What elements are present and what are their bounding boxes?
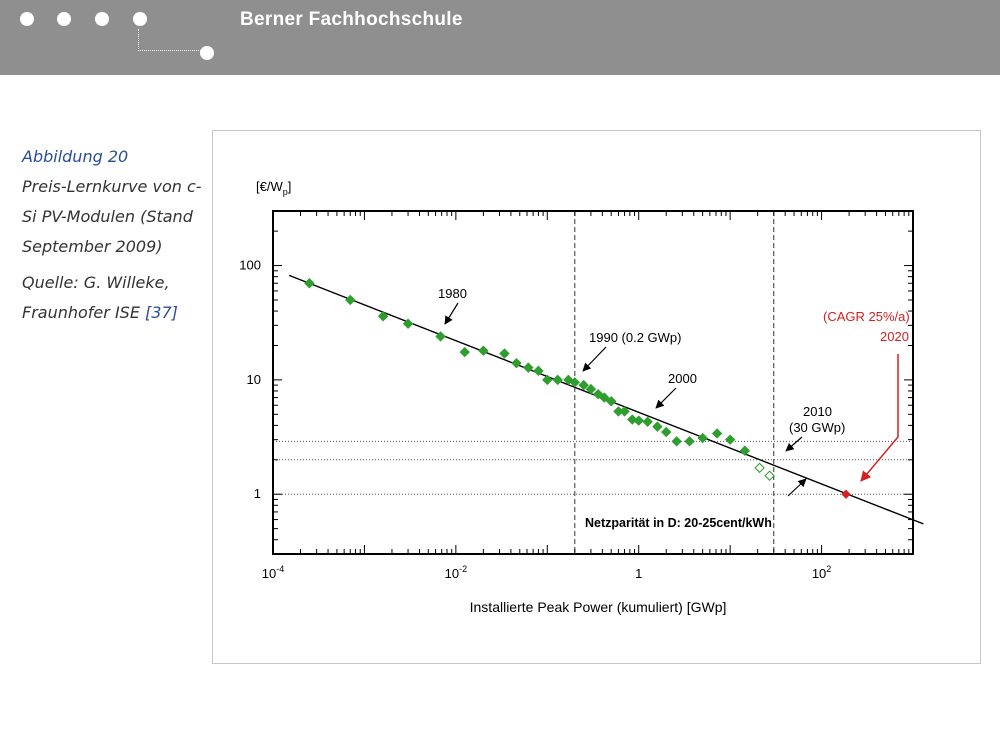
figure-source-text: Quelle: G. Willeke, Fraunhofer ISE <box>22 273 170 322</box>
data-point-s0-21 <box>619 406 630 417</box>
figure-description: Preis-Lernkurve von c-Si PV-Modulen (Sta… <box>22 177 202 256</box>
arrow-2020 <box>860 354 899 482</box>
data-point-s0-28 <box>684 436 695 447</box>
nav-connector <box>138 29 201 51</box>
data-point-s0-19 <box>605 396 617 407</box>
data-point-s0-31 <box>724 434 736 445</box>
x-tick-label: 10-2 <box>445 564 467 581</box>
arrow-1990 <box>582 346 607 372</box>
data-point-s0-1 <box>345 294 356 306</box>
data-point-s0-7 <box>499 348 510 359</box>
data-point-s0-4 <box>435 331 446 342</box>
data-point-s0-32 <box>739 445 751 456</box>
y-tick-label: 1 <box>254 486 261 501</box>
y-tick-label: 100 <box>239 258 261 273</box>
data-point-s0-0 <box>304 278 315 289</box>
header-bar: Berner Fachhochschule <box>0 0 1000 75</box>
arrow-grid-parity <box>787 478 807 497</box>
data-point-s0-14 <box>569 377 581 388</box>
data-point-s0-8 <box>511 357 522 369</box>
x-tick-label: 1 <box>635 566 642 581</box>
annotation-grid-parity: Netzparität in D: 20-25cent/kWh <box>585 516 772 530</box>
chart-frame: 10-4 10-2 1 102 1 10 100 1980 1990 (0.2 GWp) 2… <box>212 130 981 664</box>
data-point-s0-25 <box>652 421 663 432</box>
nav-dot-2[interactable] <box>57 12 71 26</box>
annotation-2010-sub: (30 GWp) <box>789 420 845 435</box>
y-axis-label: [€/Wp] <box>256 179 291 197</box>
data-point-s1-1 <box>764 470 775 481</box>
nav-dot-1[interactable] <box>20 12 34 26</box>
data-point-s1-0 <box>754 462 765 474</box>
data-point-s0-16 <box>585 383 597 395</box>
data-point-s0-11 <box>542 374 553 386</box>
data-point-s0-12 <box>552 374 563 386</box>
annotation-2010-year: 2010 <box>803 404 832 419</box>
learning-curve-chart: 10-4 10-2 1 102 1 10 100 1980 1990 (0.2 GWp) 2… <box>239 179 924 615</box>
data-point-s0-26 <box>661 426 672 438</box>
data-point-s0-15 <box>578 379 589 391</box>
arrow-1980 <box>444 302 459 325</box>
reference-link[interactable]: [37] <box>145 303 178 322</box>
data-point-s0-10 <box>533 365 544 377</box>
data-point-s0-2 <box>377 311 389 322</box>
data-point-s0-6 <box>478 345 489 356</box>
annotation-2020: 2020 <box>880 329 909 344</box>
y-tick-label: 10 <box>247 372 261 387</box>
x-tick-label: 102 <box>812 564 831 581</box>
figure-source: Quelle: G. Willeke, Fraunhofer ISE [37] <box>22 268 202 328</box>
annotation-1990: 1990 (0.2 GWp) <box>589 330 682 345</box>
figure-label: Abbildung 20 <box>22 147 129 166</box>
data-point-s2-0 <box>841 489 851 499</box>
data-point-s0-29 <box>697 432 708 444</box>
data-point-s0-3 <box>402 318 414 329</box>
data-point-s0-30 <box>711 428 723 439</box>
data-point-s0-24 <box>642 416 653 427</box>
institution-title: Berner Fachhochschule <box>240 9 463 30</box>
data-point-s0-22 <box>627 414 638 425</box>
x-tick-label: 10-4 <box>262 564 284 581</box>
plot-area-border <box>272 210 914 555</box>
data-point-s0-9 <box>523 362 534 373</box>
nav-dot-4[interactable] <box>133 12 147 26</box>
data-point-s0-18 <box>599 392 610 403</box>
nav-dot-sub[interactable] <box>200 46 214 60</box>
figure-caption: Abbildung 20 Preis-Lernkurve von c-Si PV… <box>22 142 202 328</box>
data-point-s0-5 <box>459 346 470 358</box>
data-point-s0-23 <box>633 415 644 426</box>
data-point-s0-27 <box>671 436 682 447</box>
annotation-2000: 2000 <box>668 371 697 386</box>
arrow-2000 <box>655 387 677 409</box>
nav-dot-3[interactable] <box>95 12 109 26</box>
arrow-2010 <box>785 436 803 452</box>
annotation-1980: 1980 <box>438 286 467 301</box>
annotation-cagr: (CAGR 25%/a) <box>823 309 910 324</box>
x-axis-label: Installierte Peak Power (kumuliert) [GWp… <box>470 599 727 615</box>
